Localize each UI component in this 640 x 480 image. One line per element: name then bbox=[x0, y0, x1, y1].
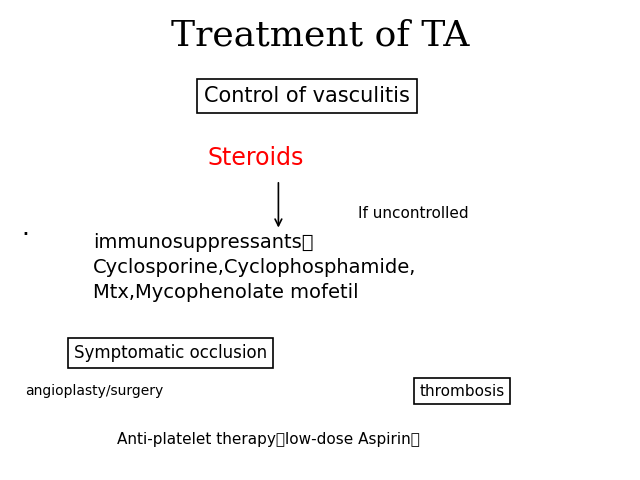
Text: Symptomatic occlusion: Symptomatic occlusion bbox=[74, 344, 267, 362]
Text: angioplasty/surgery: angioplasty/surgery bbox=[26, 384, 164, 398]
Text: If uncontrolled: If uncontrolled bbox=[358, 206, 469, 221]
Text: immunosuppressants：
Cyclosporine,Cyclophosphamide,
Mtx,Mycophenolate mofetil: immunosuppressants： Cyclosporine,Cycloph… bbox=[93, 233, 416, 302]
Text: .: . bbox=[22, 216, 29, 240]
Text: Treatment of TA: Treatment of TA bbox=[171, 19, 469, 53]
Text: Steroids: Steroids bbox=[208, 146, 304, 170]
Text: Control of vasculitis: Control of vasculitis bbox=[204, 86, 410, 106]
Text: thrombosis: thrombosis bbox=[419, 384, 504, 399]
Text: Anti-platelet therapy（low-dose Aspirin）: Anti-platelet therapy（low-dose Aspirin） bbox=[117, 432, 420, 447]
